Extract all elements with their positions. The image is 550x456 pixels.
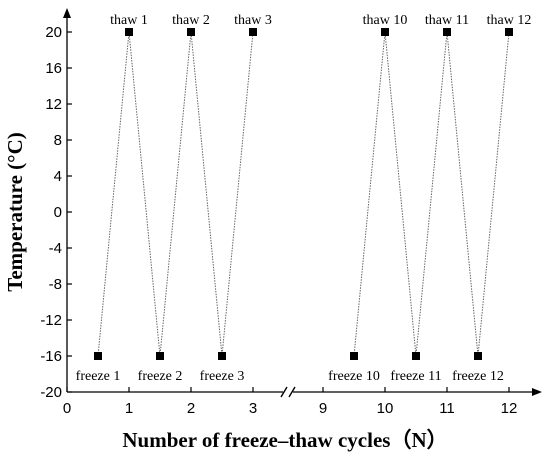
data-point-marker [350,352,358,360]
series-lines [97,31,510,357]
y-tick-label: 16 [45,60,62,77]
freeze-label: freeze 11 [390,369,441,384]
data-point-marker [94,352,102,360]
data-point-marker [412,352,420,360]
y-tick-label: 4 [54,168,62,185]
freeze-label: freeze 1 [76,369,121,384]
x-tick-label: 12 [501,400,518,417]
freeze-label: freeze 12 [452,369,504,384]
data-point-marker [443,28,451,36]
series-line [97,31,254,357]
y-tick-label: 12 [45,96,62,113]
y-tick-label: -8 [49,276,62,293]
data-point-marker [156,352,164,360]
y-tick-label: 0 [54,204,62,221]
y-tick-label: 20 [45,24,62,41]
axis-break-mark [280,386,288,398]
y-tick-label: -12 [40,312,62,329]
freeze-label: freeze 3 [200,369,245,384]
freeze-label: freeze 10 [328,369,380,384]
x-axis-arrow [532,388,542,396]
y-tick-label: 8 [54,132,62,149]
x-tick-label: 9 [319,400,327,417]
data-point-marker [381,28,389,36]
point-labels: freeze 1 thaw 1 freeze 2 thaw 2 freeze 3 thaw… [76,13,532,384]
y-axis-title: Temperature (°C) [3,132,27,291]
data-point-marker [218,352,226,360]
series-line [353,31,510,357]
x-tick-label: 2 [187,400,195,417]
thaw-label: thaw 2 [172,13,210,28]
x-tick-label: 11 [439,400,455,417]
y-tick-label: -4 [49,240,62,257]
y-axis-arrow [63,8,71,18]
x-tick-label: 1 [125,400,133,417]
x-tick-label: 0 [63,400,71,417]
x-tick-label: 3 [249,400,257,417]
data-point-marker [474,352,482,360]
axis-break-mark [288,386,296,398]
y-tick-label: -20 [40,384,62,401]
thaw-label: thaw 3 [234,13,272,28]
data-point-marker [187,28,195,36]
thaw-label: thaw 1 [110,13,148,28]
data-point-marker [125,28,133,36]
y-tick-label: -16 [40,348,62,365]
data-point-marker [249,28,257,36]
thaw-label: thaw 11 [425,13,469,28]
x-axis-title: Number of freeze–thaw cycles（N） [122,428,447,452]
x-tick-label: 10 [377,400,394,417]
freeze-label: freeze 2 [138,369,183,384]
data-point-marker [505,28,513,36]
thaw-label: thaw 12 [487,13,532,28]
data-markers [94,28,513,360]
thaw-label: thaw 10 [363,13,408,28]
